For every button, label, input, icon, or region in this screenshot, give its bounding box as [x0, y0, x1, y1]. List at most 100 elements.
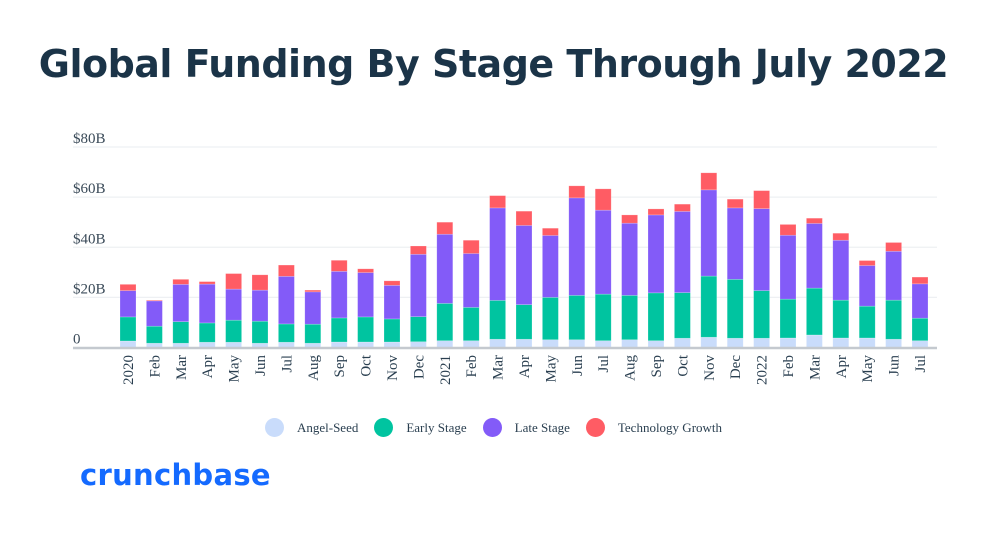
bar-segment-early-stage[interactable] — [806, 287, 823, 336]
bar-segment-technology-growth[interactable] — [489, 195, 506, 209]
bar-segment-early-stage[interactable] — [832, 299, 850, 339]
bar-segment-technology-growth[interactable] — [594, 188, 612, 211]
bar-segment-late-stage[interactable] — [515, 225, 533, 305]
bar-segment-angel-seed[interactable] — [225, 341, 242, 348]
bar-segment-late-stage[interactable] — [542, 235, 559, 298]
bar-segment-angel-seed[interactable] — [278, 341, 295, 348]
bar-segment-technology-growth[interactable] — [410, 245, 427, 255]
bar-segment-late-stage[interactable] — [251, 289, 269, 322]
bar-segment-angel-seed[interactable] — [911, 340, 929, 348]
legend-item[interactable]: Technology Growth — [585, 418, 722, 437]
bar-segment-late-stage[interactable] — [700, 189, 718, 277]
bar-segment-early-stage[interactable] — [225, 319, 242, 343]
bar-segment-angel-seed[interactable] — [779, 337, 797, 348]
bar-segment-technology-growth[interactable] — [251, 274, 269, 291]
bar-segment-angel-seed[interactable] — [542, 339, 559, 348]
bar-segment-early-stage[interactable] — [146, 325, 163, 344]
bar-segment-early-stage[interactable] — [410, 316, 427, 343]
bar-segment-early-stage[interactable] — [436, 303, 454, 342]
bar-segment-late-stage[interactable] — [806, 223, 823, 289]
bar-segment-late-stage[interactable] — [146, 300, 163, 327]
bar-segment-technology-growth[interactable] — [621, 214, 638, 224]
bar-segment-early-stage[interactable] — [383, 318, 401, 343]
bar-segment-technology-growth[interactable] — [515, 210, 533, 226]
bar-segment-early-stage[interactable] — [172, 321, 190, 344]
bar-segment-late-stage[interactable] — [462, 253, 480, 308]
bar-segment-early-stage[interactable] — [357, 316, 374, 343]
bar-segment-late-stage[interactable] — [119, 290, 137, 318]
bar-segment-early-stage[interactable] — [251, 320, 269, 344]
bar-segment-early-stage[interactable] — [198, 322, 216, 343]
bar-segment-early-stage[interactable] — [278, 323, 295, 343]
bar-segment-late-stage[interactable] — [911, 283, 929, 319]
bar-segment-angel-seed[interactable] — [726, 337, 744, 348]
bar-segment-early-stage[interactable] — [779, 298, 797, 339]
bar-segment-early-stage[interactable] — [568, 295, 586, 341]
bar-segment-angel-seed[interactable] — [436, 340, 454, 348]
bar-segment-late-stage[interactable] — [225, 288, 242, 321]
bar-segment-angel-seed[interactable] — [383, 341, 401, 348]
bar-segment-technology-growth[interactable] — [330, 259, 348, 272]
bar-segment-early-stage[interactable] — [515, 304, 533, 340]
bar-segment-angel-seed[interactable] — [832, 337, 850, 348]
bar-segment-angel-seed[interactable] — [462, 340, 480, 348]
bar-segment-late-stage[interactable] — [753, 208, 770, 291]
bar-segment-early-stage[interactable] — [858, 305, 876, 339]
bar-segment-angel-seed[interactable] — [700, 336, 718, 348]
bar-segment-technology-growth[interactable] — [806, 217, 823, 224]
bar-segment-angel-seed[interactable] — [568, 339, 586, 348]
bar-segment-late-stage[interactable] — [278, 276, 295, 325]
bar-segment-late-stage[interactable] — [647, 214, 665, 294]
bar-segment-technology-growth[interactable] — [198, 281, 216, 285]
bar-segment-technology-growth[interactable] — [647, 208, 665, 216]
bar-segment-angel-seed[interactable] — [621, 339, 638, 348]
bar-segment-technology-growth[interactable] — [146, 299, 163, 302]
legend-item[interactable]: Early Stage — [374, 418, 467, 437]
bar-segment-early-stage[interactable] — [674, 292, 691, 339]
bar-segment-late-stage[interactable] — [172, 284, 190, 322]
bar-segment-angel-seed[interactable] — [357, 341, 374, 348]
bar-segment-technology-growth[interactable] — [753, 190, 770, 209]
bar-segment-technology-growth[interactable] — [278, 264, 295, 277]
bar-segment-late-stage[interactable] — [568, 197, 586, 296]
bar-segment-technology-growth[interactable] — [542, 227, 559, 236]
bar-segment-angel-seed[interactable] — [594, 340, 612, 348]
bar-segment-angel-seed[interactable] — [515, 338, 533, 348]
bar-segment-late-stage[interactable] — [330, 271, 348, 319]
bar-segment-late-stage[interactable] — [357, 272, 374, 318]
bar-segment-late-stage[interactable] — [198, 283, 216, 324]
bar-segment-technology-growth[interactable] — [885, 242, 902, 252]
bar-segment-late-stage[interactable] — [304, 291, 322, 325]
bar-segment-late-stage[interactable] — [436, 233, 454, 304]
bar-segment-angel-seed[interactable] — [410, 341, 427, 348]
bar-segment-late-stage[interactable] — [594, 209, 612, 295]
bar-segment-early-stage[interactable] — [700, 275, 718, 338]
bar-segment-technology-growth[interactable] — [858, 260, 876, 266]
bar-segment-technology-growth[interactable] — [779, 224, 797, 236]
bar-segment-late-stage[interactable] — [779, 234, 797, 300]
bar-segment-early-stage[interactable] — [753, 290, 770, 339]
bar-segment-angel-seed[interactable] — [198, 341, 216, 348]
bar-segment-late-stage[interactable] — [383, 285, 401, 320]
bar-segment-early-stage[interactable] — [542, 297, 559, 341]
bar-segment-early-stage[interactable] — [330, 317, 348, 343]
bar-segment-early-stage[interactable] — [489, 300, 506, 340]
bar-segment-technology-growth[interactable] — [832, 232, 850, 241]
bar-segment-early-stage[interactable] — [911, 317, 929, 342]
bar-segment-late-stage[interactable] — [489, 207, 506, 301]
bar-segment-angel-seed[interactable] — [806, 334, 823, 348]
bar-segment-technology-growth[interactable] — [700, 172, 718, 191]
bar-segment-late-stage[interactable] — [885, 250, 902, 301]
bar-segment-technology-growth[interactable] — [911, 276, 929, 285]
bar-segment-late-stage[interactable] — [410, 253, 427, 317]
bar-segment-late-stage[interactable] — [726, 207, 744, 280]
bar-segment-technology-growth[interactable] — [383, 280, 401, 286]
bar-segment-angel-seed[interactable] — [674, 337, 691, 348]
bar-segment-late-stage[interactable] — [832, 239, 850, 301]
bar-segment-technology-growth[interactable] — [568, 185, 586, 199]
bar-segment-technology-growth[interactable] — [436, 221, 454, 235]
bar-segment-early-stage[interactable] — [119, 316, 137, 342]
bar-segment-angel-seed[interactable] — [489, 338, 506, 348]
bar-segment-late-stage[interactable] — [621, 222, 638, 296]
bar-segment-late-stage[interactable] — [858, 265, 876, 307]
